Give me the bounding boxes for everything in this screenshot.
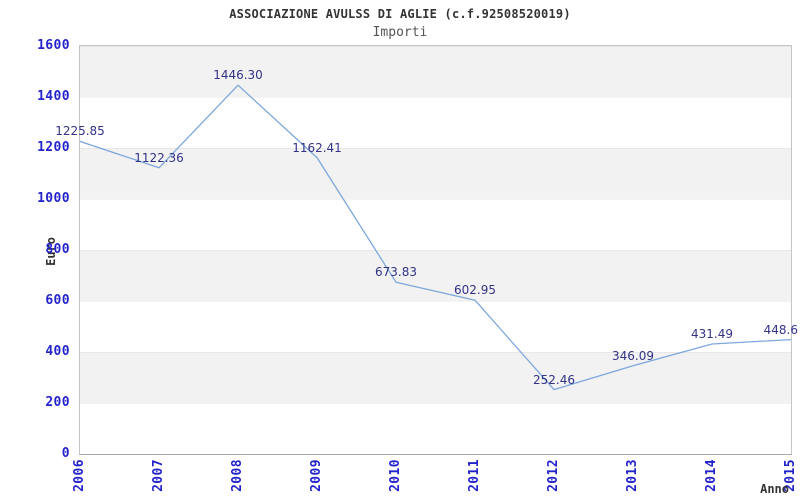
data-point-label: 1122.36 xyxy=(134,150,184,165)
line-chart-svg xyxy=(80,84,791,391)
data-point-label: 431.49 xyxy=(691,326,733,341)
line-path xyxy=(80,84,791,391)
x-tick-label: 2012 xyxy=(546,459,561,492)
x-tick-label: 2010 xyxy=(388,459,403,492)
x-tick-label: 2011 xyxy=(467,459,482,492)
chart-subtitle: Importi xyxy=(372,25,428,40)
x-tick-label: 2006 xyxy=(72,459,87,492)
y-tick-label: 1600 xyxy=(37,38,70,53)
chart-title: ASSOCIAZIONE AVULSS DI AGLIE (c.f.925085… xyxy=(229,7,571,21)
data-point-label: 1162.41 xyxy=(292,140,342,155)
data-point-label: 346.09 xyxy=(612,348,654,363)
y-tick-label: 1400 xyxy=(37,89,70,104)
data-point-label: 448.6 xyxy=(763,322,798,337)
y-tick-label: 1200 xyxy=(37,140,70,155)
data-point-label: 602.95 xyxy=(454,283,496,298)
y-tick-label: 800 xyxy=(45,242,70,257)
x-axis-title: Anno xyxy=(760,482,789,496)
x-tick-label: 2009 xyxy=(309,459,324,492)
y-tick-label: 400 xyxy=(45,344,70,359)
data-point-label: 252.46 xyxy=(533,372,575,387)
data-point-label: 673.83 xyxy=(375,265,417,280)
x-tick-label: 2007 xyxy=(151,459,166,492)
y-tick-label: 200 xyxy=(45,395,70,410)
data-point-label: 1446.30 xyxy=(213,68,263,83)
x-tick-label: 2008 xyxy=(230,459,245,492)
x-tick-label: 2014 xyxy=(704,459,719,492)
data-point-label: 1225.85 xyxy=(55,124,105,139)
x-tick-label: 2013 xyxy=(625,459,640,492)
y-tick-label: 0 xyxy=(61,446,70,461)
y-tick-label: 1000 xyxy=(37,191,70,206)
y-tick-label: 600 xyxy=(45,293,70,308)
plot-area xyxy=(79,45,792,455)
